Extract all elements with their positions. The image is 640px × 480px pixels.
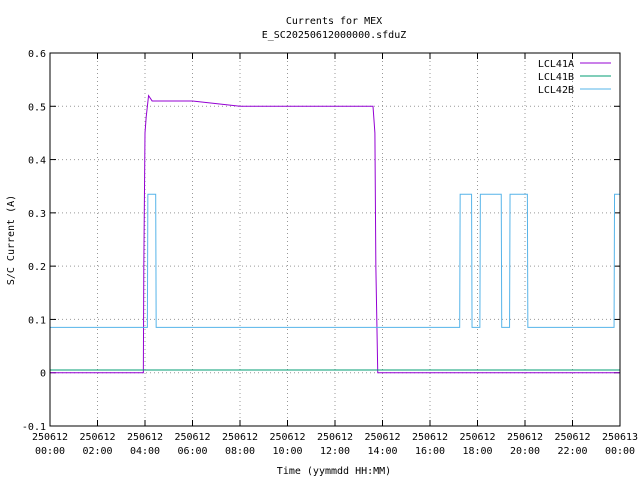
x-tick-label-date: 250612 xyxy=(32,432,68,443)
chart-title: Currents for MEX xyxy=(286,16,382,27)
legend: LCL41A LCL41B LCL42B xyxy=(538,59,611,96)
x-tick-label-time: 10:00 xyxy=(272,446,302,457)
x-tick-label-date: 250612 xyxy=(412,432,448,443)
y-tick-label: -0.1 xyxy=(22,422,46,433)
y-tick-label: 0 xyxy=(40,369,46,380)
legend-label: LCL41A xyxy=(538,59,574,70)
x-tick-label-time: 02:00 xyxy=(82,446,112,457)
x-tick-label-date: 250612 xyxy=(79,432,115,443)
data-lines xyxy=(50,94,620,374)
legend-label: LCL41B xyxy=(538,72,574,83)
x-tick-label-date: 250612 xyxy=(554,432,590,443)
x-tick-label-date: 250612 xyxy=(174,432,210,443)
y-tick-label: 0.4 xyxy=(28,156,46,167)
x-tick-label-time: 08:00 xyxy=(225,446,255,457)
x-tick-label-time: 00:00 xyxy=(35,446,65,457)
x-tick-label-time: 00:00 xyxy=(605,446,635,457)
x-tick-label-time: 22:00 xyxy=(557,446,587,457)
x-tick-label-date: 250613 xyxy=(602,432,638,443)
y-axis-label: S/C Current (A) xyxy=(6,195,17,285)
x-tick-label-date: 250612 xyxy=(269,432,305,443)
x-tick-label-time: 12:00 xyxy=(320,446,350,457)
x-tick-label-date: 250612 xyxy=(459,432,495,443)
x-tick-label-time: 14:00 xyxy=(367,446,397,457)
x-tick-label-time: 16:00 xyxy=(415,446,445,457)
x-tick-label-date: 250612 xyxy=(507,432,543,443)
y-tick-label: 0.1 xyxy=(28,315,46,326)
x-tick-label-date: 250612 xyxy=(364,432,400,443)
legend-label: LCL42B xyxy=(538,85,574,96)
x-tick-label-time: 18:00 xyxy=(462,446,492,457)
y-tick-label: 0.2 xyxy=(28,262,46,273)
y-tick-label: 0.3 xyxy=(28,209,46,220)
series-line-lcl42b xyxy=(50,193,620,328)
chart-subtitle: E_SC20250612000000.sfduZ xyxy=(262,30,407,41)
x-tick-label-time: 04:00 xyxy=(130,446,160,457)
plot-border xyxy=(49,52,621,427)
y-tick-label: 0.6 xyxy=(28,49,46,60)
x-axis-label: Time (yymmdd HH:MM) xyxy=(277,466,391,477)
x-tick-label-date: 250612 xyxy=(222,432,258,443)
x-tick-label-date: 250612 xyxy=(317,432,353,443)
x-tick-label-time: 20:00 xyxy=(510,446,540,457)
x-tick-label-date: 250612 xyxy=(127,432,163,443)
series-line-lcl41a xyxy=(50,94,620,374)
x-tick-label-time: 06:00 xyxy=(177,446,207,457)
y-tick-label: 0.5 xyxy=(28,102,46,113)
